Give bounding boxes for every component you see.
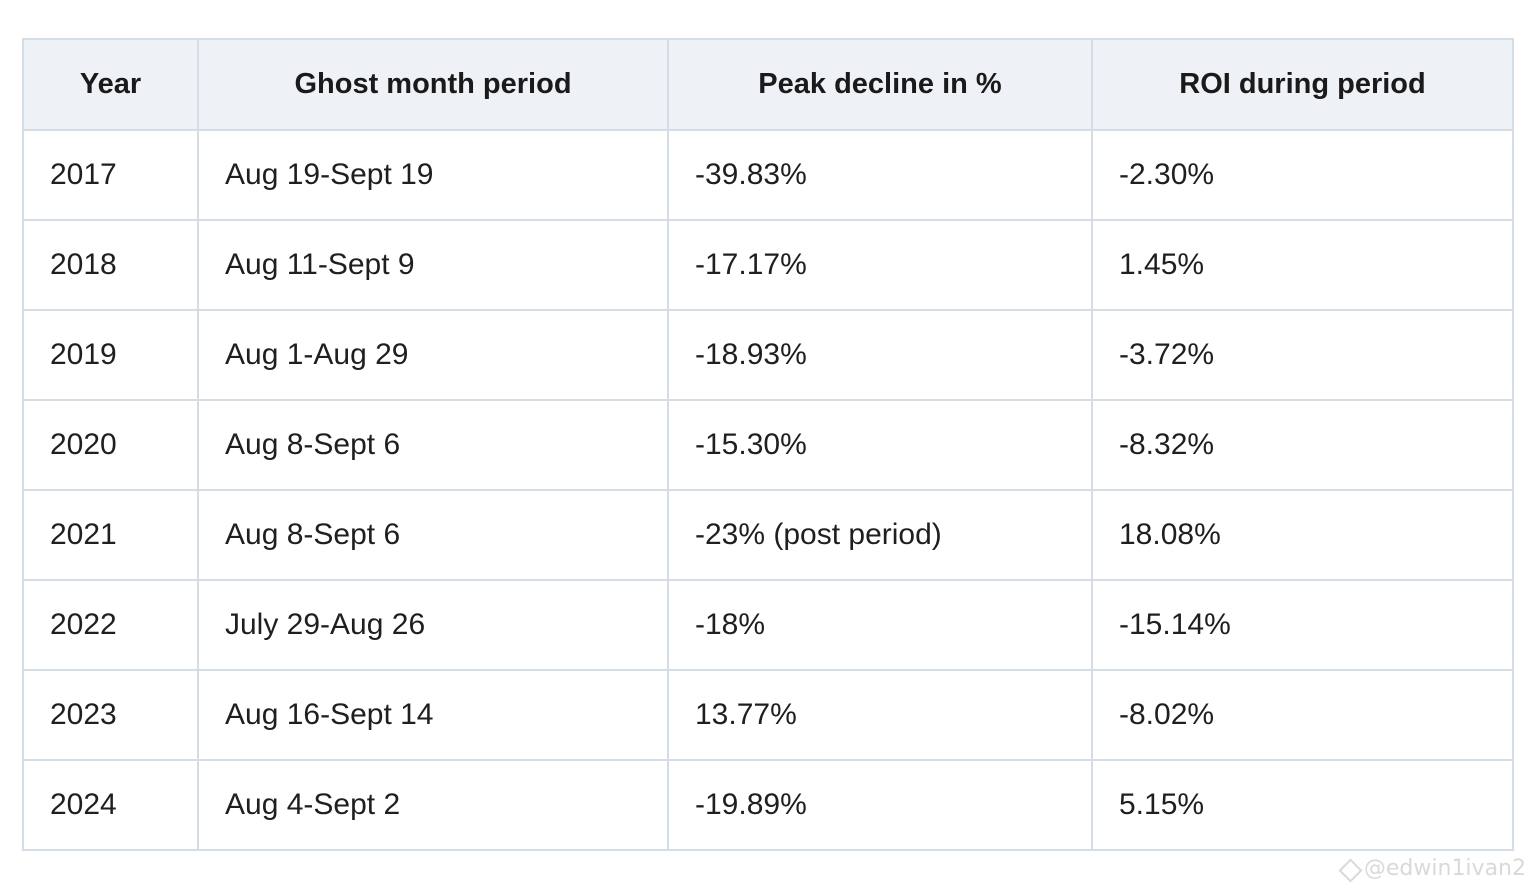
cell-roi: 5.15% — [1091, 759, 1514, 851]
cell-year: 2018 — [22, 219, 199, 311]
cell-year: 2020 — [22, 399, 199, 491]
table-row: 2019 Aug 1-Aug 29 -18.93% -3.72% — [22, 309, 1514, 401]
cell-roi: 1.45% — [1091, 219, 1514, 311]
cell-period: Aug 4-Sept 2 — [197, 759, 669, 851]
cell-peak-decline: -18.93% — [667, 309, 1093, 401]
cell-period: July 29-Aug 26 — [197, 579, 669, 671]
header-ghost-month-period: Ghost month period — [197, 38, 669, 131]
cell-period: Aug 8-Sept 6 — [197, 489, 669, 581]
cell-roi: -8.32% — [1091, 399, 1514, 491]
cell-peak-decline: -19.89% — [667, 759, 1093, 851]
table-row: 2017 Aug 19-Sept 19 -39.83% -2.30% — [22, 129, 1514, 221]
cell-year: 2023 — [22, 669, 199, 761]
cell-peak-decline: -39.83% — [667, 129, 1093, 221]
binance-logo-icon — [1338, 858, 1360, 880]
cell-period: Aug 11-Sept 9 — [197, 219, 669, 311]
cell-year: 2019 — [22, 309, 199, 401]
table-body: 2017 Aug 19-Sept 19 -39.83% -2.30% 2018 … — [22, 129, 1514, 851]
cell-peak-decline: -23% (post period) — [667, 489, 1093, 581]
cell-roi: -3.72% — [1091, 309, 1514, 401]
table-row: 2022 July 29-Aug 26 -18% -15.14% — [22, 579, 1514, 671]
header-row: Year Ghost month period Peak decline in … — [22, 38, 1514, 131]
cell-peak-decline: -18% — [667, 579, 1093, 671]
cell-peak-decline: -15.30% — [667, 399, 1093, 491]
cell-period: Aug 1-Aug 29 — [197, 309, 669, 401]
cell-peak-decline: 13.77% — [667, 669, 1093, 761]
cell-roi: -2.30% — [1091, 129, 1514, 221]
cell-peak-decline: -17.17% — [667, 219, 1093, 311]
table-row: 2024 Aug 4-Sept 2 -19.89% 5.15% — [22, 759, 1514, 851]
cell-period: Aug 8-Sept 6 — [197, 399, 669, 491]
header-roi: ROI during period — [1091, 38, 1514, 131]
table-row: 2018 Aug 11-Sept 9 -17.17% 1.45% — [22, 219, 1514, 311]
cell-roi: 18.08% — [1091, 489, 1514, 581]
cell-year: 2021 — [22, 489, 199, 581]
cell-roi: -8.02% — [1091, 669, 1514, 761]
ghost-month-table-container: Year Ghost month period Peak decline in … — [22, 38, 1514, 851]
cell-year: 2022 — [22, 579, 199, 671]
ghost-month-table: Year Ghost month period Peak decline in … — [22, 38, 1514, 851]
watermark: @edwin1ivan2 — [1338, 856, 1526, 881]
table-row: 2020 Aug 8-Sept 6 -15.30% -8.32% — [22, 399, 1514, 491]
header-peak-decline: Peak decline in % — [667, 38, 1093, 131]
cell-year: 2024 — [22, 759, 199, 851]
table-row: 2023 Aug 16-Sept 14 13.77% -8.02% — [22, 669, 1514, 761]
cell-roi: -15.14% — [1091, 579, 1514, 671]
table-row: 2021 Aug 8-Sept 6 -23% (post period) 18.… — [22, 489, 1514, 581]
cell-period: Aug 19-Sept 19 — [197, 129, 669, 221]
header-year: Year — [22, 38, 199, 131]
cell-year: 2017 — [22, 129, 199, 221]
table-header: Year Ghost month period Peak decline in … — [22, 38, 1514, 131]
watermark-text: @edwin1ivan2 — [1363, 856, 1526, 881]
cell-period: Aug 16-Sept 14 — [197, 669, 669, 761]
